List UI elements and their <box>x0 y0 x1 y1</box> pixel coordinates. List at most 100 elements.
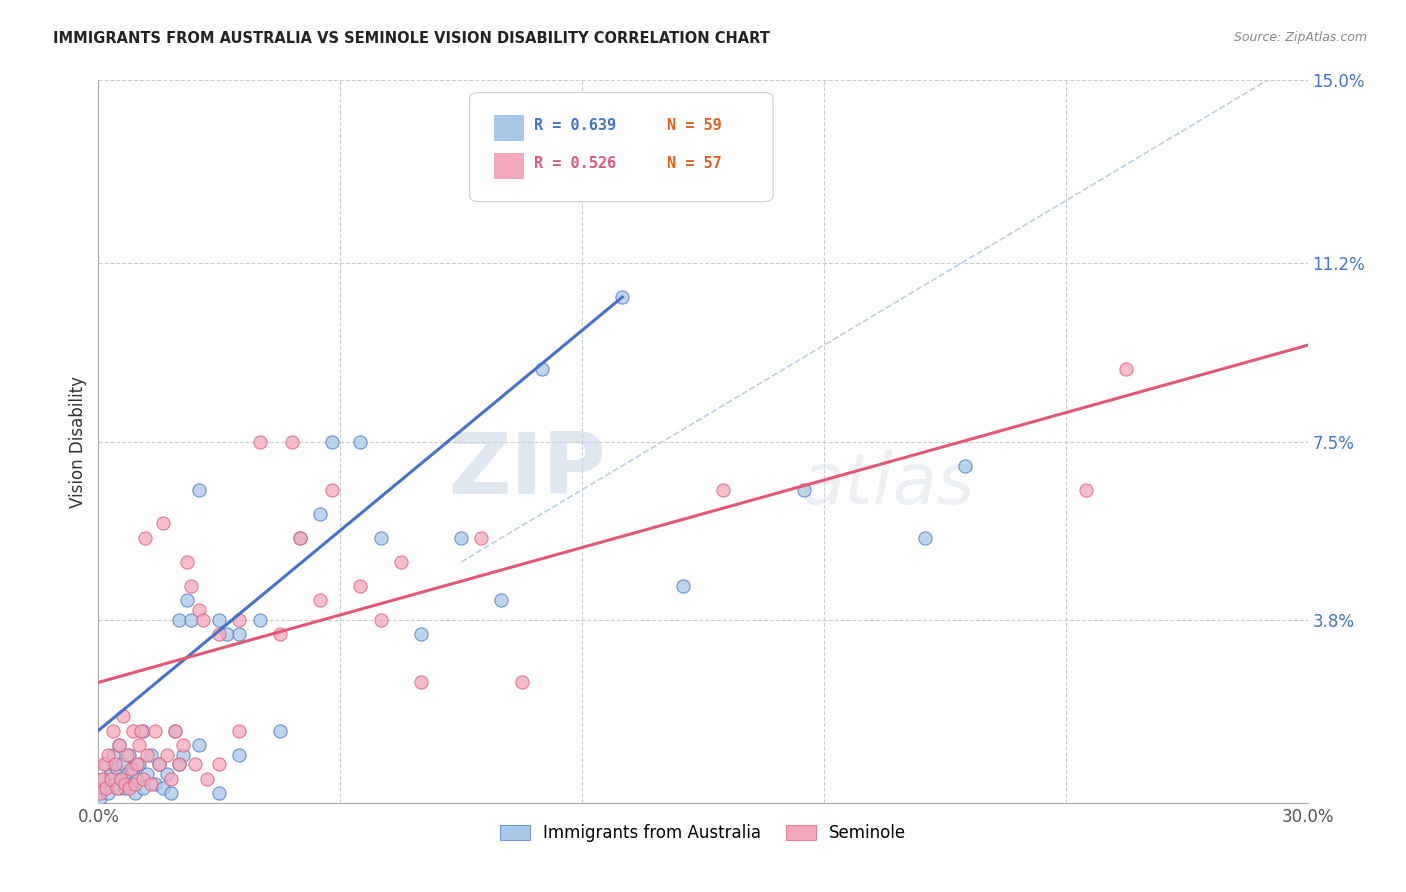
Point <box>184 757 207 772</box>
Point <box>121 762 143 776</box>
Point <box>188 738 211 752</box>
Point <box>249 613 271 627</box>
Point <box>208 613 231 627</box>
Point <box>114 776 136 790</box>
Point <box>148 757 170 772</box>
Text: Source: ZipAtlas.com: Source: ZipAtlas.com <box>1233 31 1367 45</box>
Point <box>139 747 162 762</box>
Point <box>89 791 111 805</box>
Point <box>105 762 128 776</box>
Point <box>167 613 190 627</box>
Point <box>132 772 155 786</box>
Point <box>105 781 128 796</box>
Point <box>288 531 311 545</box>
Point <box>132 781 155 796</box>
Point <box>172 747 194 762</box>
FancyBboxPatch shape <box>494 153 524 178</box>
Point <box>129 723 152 738</box>
Point <box>96 781 118 796</box>
Y-axis label: Vision Disability: Vision Disability <box>69 376 87 508</box>
Point <box>120 776 142 790</box>
Point <box>914 531 936 545</box>
Point <box>114 781 136 796</box>
Point <box>1115 362 1137 376</box>
Point <box>269 627 291 641</box>
Point <box>128 738 150 752</box>
Point <box>167 757 190 772</box>
Point <box>188 603 211 617</box>
Point <box>96 757 118 772</box>
Text: atlas: atlas <box>800 450 974 519</box>
Point <box>172 738 194 752</box>
Point <box>115 747 138 762</box>
Point <box>309 507 332 521</box>
FancyBboxPatch shape <box>470 93 773 202</box>
Point <box>120 762 142 776</box>
Point <box>510 675 533 690</box>
Point <box>135 767 157 781</box>
Point <box>125 757 148 772</box>
Point <box>470 531 492 545</box>
Point <box>180 613 202 627</box>
Point <box>389 555 412 569</box>
Point <box>530 362 553 376</box>
Point <box>100 772 122 786</box>
Point <box>180 579 202 593</box>
Point <box>118 781 141 796</box>
Point <box>156 767 179 781</box>
Point <box>208 786 231 800</box>
Point <box>281 434 304 449</box>
Point <box>110 772 132 786</box>
Point <box>135 747 157 762</box>
Point <box>349 434 371 449</box>
Point <box>160 772 183 786</box>
Point <box>107 781 129 796</box>
Point <box>101 747 124 762</box>
Text: ZIP: ZIP <box>449 429 606 512</box>
Point <box>208 627 231 641</box>
Point <box>249 434 271 449</box>
Point <box>124 776 146 790</box>
Point <box>793 483 815 497</box>
Point <box>163 723 186 738</box>
Point <box>118 747 141 762</box>
Point <box>167 757 190 772</box>
Point <box>121 723 143 738</box>
Point <box>370 613 392 627</box>
Point <box>143 723 166 738</box>
FancyBboxPatch shape <box>494 115 524 141</box>
Point <box>269 723 291 738</box>
Point <box>409 675 432 690</box>
Point <box>450 531 472 545</box>
Point <box>349 579 371 593</box>
Legend: Immigrants from Australia, Seminole: Immigrants from Australia, Seminole <box>494 817 912 848</box>
Text: N = 57: N = 57 <box>666 156 721 171</box>
Point <box>100 767 122 781</box>
Point <box>321 434 343 449</box>
Point <box>491 593 513 607</box>
Point <box>309 593 332 607</box>
Text: R = 0.526: R = 0.526 <box>534 156 616 171</box>
Point <box>143 776 166 790</box>
Point <box>228 723 250 738</box>
Point <box>93 772 115 786</box>
Point <box>953 458 976 473</box>
Point <box>321 483 343 497</box>
Point <box>110 772 132 786</box>
Point <box>132 723 155 738</box>
Point <box>139 776 162 790</box>
Point <box>156 747 179 762</box>
Point <box>176 555 198 569</box>
Point <box>228 627 250 641</box>
Point <box>89 786 111 800</box>
Point <box>107 738 129 752</box>
Point <box>188 483 211 497</box>
Point <box>148 757 170 772</box>
Point <box>711 483 734 497</box>
Point <box>97 786 120 800</box>
Point <box>409 627 432 641</box>
Point <box>124 786 146 800</box>
Point <box>370 531 392 545</box>
Point <box>176 593 198 607</box>
Point <box>208 757 231 772</box>
